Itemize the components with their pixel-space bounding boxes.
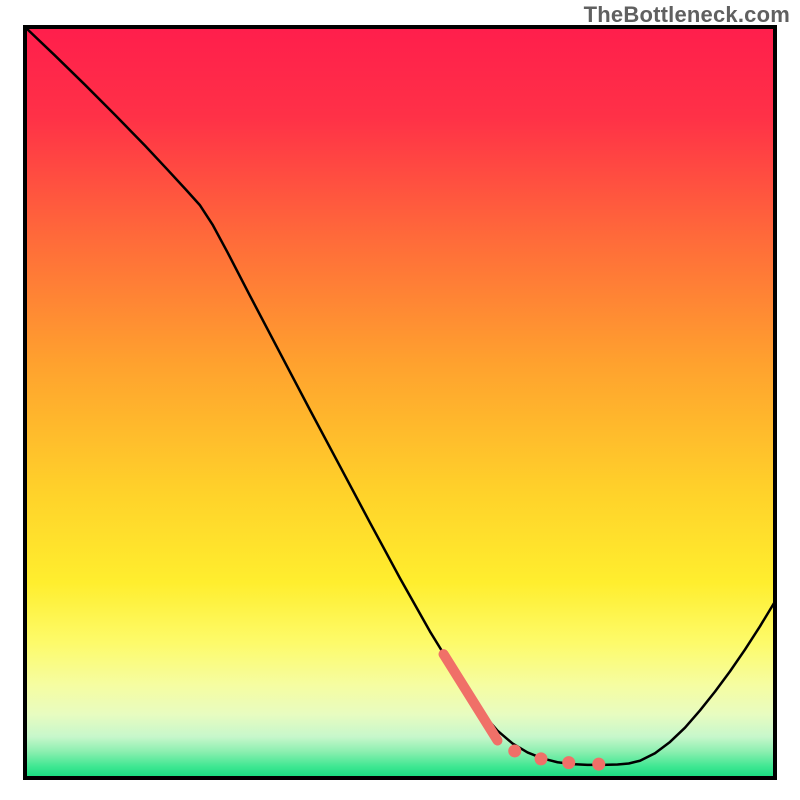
bottleneck-chart bbox=[0, 0, 800, 800]
highlight-dot bbox=[562, 756, 575, 769]
highlight-dot bbox=[592, 758, 605, 771]
highlight-dot bbox=[535, 752, 548, 765]
highlight-dot bbox=[508, 744, 521, 757]
watermark-text: TheBottleneck.com bbox=[584, 2, 790, 28]
chart-container: TheBottleneck.com bbox=[0, 0, 800, 800]
